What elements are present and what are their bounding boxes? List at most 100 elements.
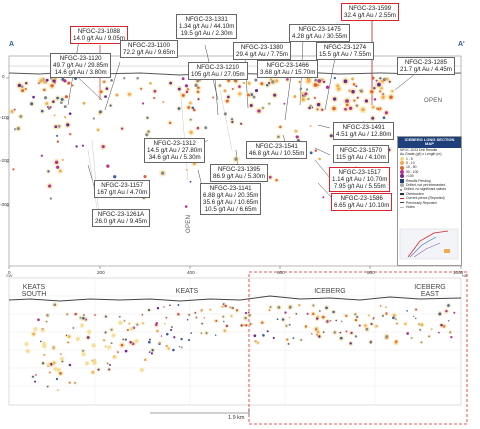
- drill-intercept: [87, 330, 91, 333]
- drill-intercept: [370, 90, 374, 94]
- drill-intercept: [419, 328, 422, 331]
- distance-label: 1.9 km: [228, 415, 245, 421]
- legend-symbol: Drilled, no significant values: [398, 187, 461, 191]
- drill-intercept: [173, 336, 176, 339]
- drill-intercept: [321, 315, 325, 319]
- elev-tick: -300: [0, 202, 10, 207]
- drill-intercept: [190, 332, 193, 334]
- drill-intercept: [82, 353, 85, 356]
- drill-intercept: [103, 80, 106, 83]
- dist-tick: 800: [367, 270, 375, 275]
- drill-intercept: [16, 127, 20, 131]
- drill-intercept: [39, 79, 43, 83]
- drill-intercept: [449, 331, 452, 334]
- drill-intercept: [160, 335, 163, 337]
- callout-nfgc-23-1100: NFGC-23-1100 72.2 g/t Au / 9.65m: [120, 40, 178, 58]
- drill-intercept: [48, 184, 52, 188]
- drill-intercept: [82, 316, 85, 320]
- drill-intercept: [181, 93, 185, 97]
- drill-intercept: [313, 83, 318, 87]
- drill-intercept: [110, 328, 113, 331]
- drill-intercept: [54, 125, 58, 129]
- drill-intercept: [318, 157, 321, 161]
- drill-intercept: [332, 97, 337, 101]
- drill-intercept: [64, 95, 69, 99]
- drill-intercept: [376, 82, 381, 87]
- corner-ne: NE: [462, 273, 468, 278]
- drill-intercept: [312, 312, 315, 316]
- drill-intercept: [181, 77, 185, 81]
- callout-nfgc-23-1599: NFGC-23-1599 32.4 g/t Au / 2.55m: [341, 3, 399, 21]
- open-label: OPEN: [424, 98, 443, 104]
- drill-intercept: [196, 79, 200, 83]
- drill-intercept: [68, 112, 72, 116]
- drill-intercept: [122, 338, 124, 341]
- drill-intercept: [169, 328, 173, 332]
- drill-intercept: [68, 381, 71, 384]
- drill-intercept: [59, 372, 62, 375]
- drill-intercept: [136, 76, 139, 80]
- drill-intercept: [385, 313, 388, 315]
- drill-intercept: [170, 326, 173, 329]
- zone-keats: KEATS: [175, 288, 199, 295]
- drill-intercept: [47, 170, 50, 173]
- callout-nfgc-23-1570: NFGC-23-1570 115 g/t Au / 4.10m: [333, 145, 389, 163]
- drill-intercept: [224, 304, 227, 308]
- drill-intercept: [249, 322, 252, 326]
- callout-nfgc-23-1157: NFGC-23-1157 167 g/t Au / 4.70m: [94, 180, 151, 198]
- drill-intercept: [56, 140, 60, 143]
- drill-intercept: [197, 98, 200, 101]
- drill-intercept: [335, 319, 338, 322]
- drill-intercept: [120, 127, 124, 130]
- drill-intercept: [185, 90, 189, 94]
- drill-intercept: [117, 351, 119, 353]
- drill-intercept: [223, 329, 226, 332]
- drill-intercept: [381, 314, 385, 317]
- drill-intercept: [373, 87, 376, 90]
- drill-intercept: [277, 306, 281, 309]
- drill-intercept: [74, 382, 76, 384]
- drill-intercept: [169, 304, 171, 307]
- drill-intercept: [345, 330, 348, 333]
- drill-intercept: [283, 102, 286, 105]
- drill-intercept: [329, 319, 332, 322]
- drill-intercept: [109, 364, 111, 366]
- drill-intercept: [172, 348, 175, 352]
- drill-intercept: [163, 306, 165, 308]
- drill-intercept: [37, 318, 40, 322]
- drill-intercept: [104, 315, 107, 318]
- drill-intercept: [103, 339, 105, 342]
- drill-intercept: [240, 122, 243, 125]
- drill-intercept: [358, 324, 361, 327]
- drill-intercept: [124, 349, 128, 353]
- drill-intercept: [180, 337, 183, 341]
- drill-intercept: [17, 83, 22, 88]
- drill-intercept: [345, 314, 348, 317]
- drill-intercept: [177, 107, 181, 110]
- drill-intercept: [322, 196, 325, 199]
- drill-intercept: [288, 323, 291, 326]
- drill-intercept: [115, 93, 119, 97]
- drill-intercept: [161, 171, 165, 175]
- drill-intercept: [415, 317, 417, 320]
- drill-intercept: [53, 303, 57, 307]
- drill-intercept: [285, 324, 288, 327]
- drill-intercept: [196, 90, 200, 94]
- dist-tick: 1000: [453, 270, 464, 275]
- callout-nfgc-23-1517: NFGC-23-1517 1.14 g/t Au / 10.70m 7.95 g/t…: [329, 167, 391, 192]
- drill-intercept: [275, 178, 278, 182]
- drill-intercept: [60, 357, 64, 361]
- drill-intercept: [32, 375, 34, 378]
- drill-intercept: [288, 305, 292, 309]
- drill-intercept: [46, 385, 49, 388]
- drill-intercept: [231, 87, 234, 91]
- drill-intercept: [370, 322, 373, 326]
- drill-intercept: [194, 83, 198, 87]
- drill-intercept: [238, 92, 242, 96]
- drill-intercept: [167, 347, 170, 350]
- drill-intercept: [205, 332, 208, 335]
- drill-intercept: [68, 363, 72, 367]
- drill-intercept: [231, 306, 235, 310]
- drill-intercept: [257, 341, 259, 344]
- drill-intercept: [54, 77, 57, 81]
